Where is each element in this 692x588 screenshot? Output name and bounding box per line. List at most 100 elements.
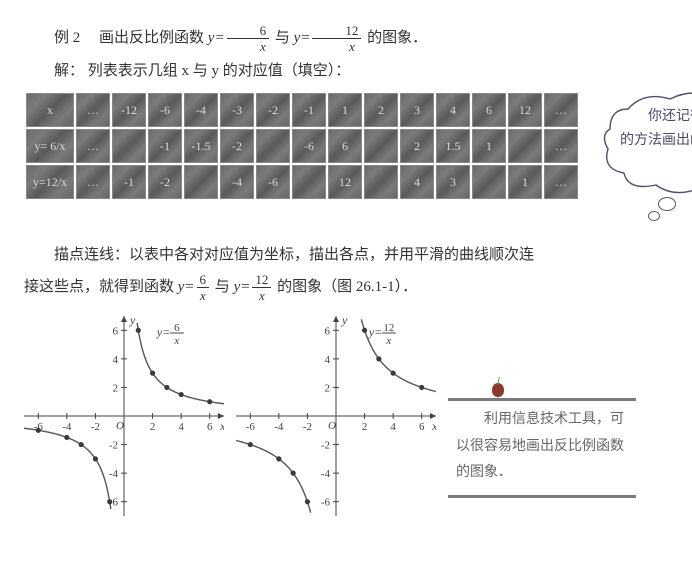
table-cell: -1.5 <box>184 129 218 163</box>
svg-text:12: 12 <box>383 322 394 334</box>
table-cell: … <box>544 129 578 163</box>
svg-text:-6: -6 <box>321 497 331 509</box>
table-cell: -6 <box>256 165 290 199</box>
table-cell <box>184 165 218 199</box>
table-cell: 4 <box>436 93 470 127</box>
y-eq-2: y= <box>294 30 311 46</box>
value-table: x…-12-6-4-3-2-11234612… y= 6/x…-1-1.5-2-… <box>24 91 580 201</box>
frac-6-x-2: 6x <box>197 273 210 302</box>
table-cell <box>112 129 146 163</box>
svg-text:6: 6 <box>113 325 119 337</box>
svg-text:y: y <box>341 316 348 327</box>
table-cell: -1 <box>112 165 146 199</box>
svg-text:-4: -4 <box>274 421 284 433</box>
svg-text:x: x <box>385 335 391 347</box>
table-cell: … <box>544 165 578 199</box>
table-cell: 4 <box>400 165 434 199</box>
table-cell: -3 <box>220 93 254 127</box>
table-cell: y=12/x <box>26 165 74 199</box>
svg-text:x: x <box>173 335 179 347</box>
para-d: 的图象（图 26.1-1）． <box>277 279 417 295</box>
bubble-tail-icon <box>658 197 676 211</box>
svg-text:y=: y= <box>368 325 382 339</box>
para-a: 描点连线：以表中各对对应值为坐标，描出各点，并用平滑的曲线顺次连 <box>54 247 534 263</box>
table-cell: 1 <box>328 93 362 127</box>
para-b: 接这些点，就得到函数 <box>24 279 178 295</box>
table-cell <box>256 129 290 163</box>
table-cell: -1 <box>148 129 182 163</box>
para-c: 与 <box>215 279 234 295</box>
svg-text:-6: -6 <box>246 421 256 433</box>
svg-text:-4: -4 <box>62 421 72 433</box>
side-note: 利用信息技术工具，可以很容易地画出反比例函数的图象． <box>448 398 636 498</box>
table-cell: 1.5 <box>436 129 470 163</box>
svg-text:4: 4 <box>390 421 396 433</box>
svg-text:4: 4 <box>113 354 119 366</box>
table-cell: -6 <box>148 93 182 127</box>
y-eq-1: y= <box>208 30 225 46</box>
svg-text:O: O <box>116 420 124 432</box>
table-cell: 6 <box>472 93 506 127</box>
table-cell <box>472 165 506 199</box>
thought-bubble: 你还记得如何用 “描点” 的方法画出函数的图象吗？ <box>598 91 692 231</box>
svg-text:2: 2 <box>362 421 368 433</box>
paragraph-2: 接这些点，就得到函数 y=6x 与 y=12x 的图象（图 26.1-1）． <box>24 273 668 302</box>
table-cell: … <box>544 93 578 127</box>
table-cell: 12 <box>508 93 542 127</box>
table-cell: 6 <box>328 129 362 163</box>
solution-intro: 解： 列表表示几组 x 与 y 的对应值（填空）： <box>24 59 668 83</box>
bubble-tail-icon <box>648 211 660 221</box>
table-cell: -4 <box>184 93 218 127</box>
svg-text:6: 6 <box>207 421 213 433</box>
table-cell: -2 <box>256 93 290 127</box>
y-eq-4: y= <box>234 279 251 295</box>
svg-text:O: O <box>328 420 336 432</box>
frac-12-x-2: 12x <box>252 273 271 302</box>
svg-text:4: 4 <box>325 354 331 366</box>
table-cell: … <box>76 93 110 127</box>
table-cell: … <box>76 165 110 199</box>
frac-12-x-1: 12x <box>312 24 361 53</box>
table-cell: 2 <box>400 129 434 163</box>
y-eq-3: y= <box>178 279 195 295</box>
table-cell <box>364 129 398 163</box>
table-cell <box>508 129 542 163</box>
svg-text:x: x <box>431 419 436 433</box>
example-text-c: 的图象． <box>367 30 427 46</box>
paragraph-1: 描点连线：以表中各对对应值为坐标，描出各点，并用平滑的曲线顺次连 <box>24 243 668 267</box>
svg-text:6: 6 <box>419 421 425 433</box>
bubble-text: 你还记得如何用 “描点” 的方法画出函数的图象吗？ <box>604 91 692 167</box>
svg-text:-2: -2 <box>91 421 100 433</box>
svg-text:y: y <box>129 316 136 327</box>
table-row-x: x…-12-6-4-3-2-11234612… <box>26 93 578 127</box>
table-cell: 2 <box>364 93 398 127</box>
svg-text:2: 2 <box>325 382 331 394</box>
frac-6-x-1: 6x <box>227 24 270 53</box>
chart-12-over-x: -6-4-2246-6-4-2246Oxyy=12x <box>236 316 436 516</box>
table-cell: -2 <box>220 129 254 163</box>
table-cell: 3 <box>400 93 434 127</box>
example-line: 例 2 画出反比例函数 y=6x 与 y=12x 的图象． <box>24 24 668 53</box>
svg-text:4: 4 <box>178 421 184 433</box>
svg-text:-2: -2 <box>109 440 118 452</box>
svg-text:-4: -4 <box>321 468 331 480</box>
table-cell: -12 <box>112 93 146 127</box>
svg-text:2: 2 <box>113 382 119 394</box>
table-cell <box>364 165 398 199</box>
solution-text: 列表表示几组 x 与 y 的对应值（填空）： <box>88 63 351 79</box>
table-cell: y= 6/x <box>26 129 74 163</box>
table-cell: x <box>26 93 74 127</box>
example-text-b: 与 <box>275 30 294 46</box>
chart-6-over-x: -6-4-2246-6-4-2246Oxyy=6x <box>24 316 224 516</box>
svg-text:-2: -2 <box>321 440 330 452</box>
svg-text:y=: y= <box>156 325 170 339</box>
svg-text:x: x <box>219 419 224 433</box>
table-cell: 3 <box>436 165 470 199</box>
table-cell: 1 <box>508 165 542 199</box>
svg-text:6: 6 <box>325 325 331 337</box>
table-cell: 1 <box>472 129 506 163</box>
table-cell: -4 <box>220 165 254 199</box>
table-row-y12: y=12/x…-1-2-4-612431… <box>26 165 578 199</box>
svg-text:6: 6 <box>174 322 180 334</box>
table-cell: -1 <box>292 93 326 127</box>
